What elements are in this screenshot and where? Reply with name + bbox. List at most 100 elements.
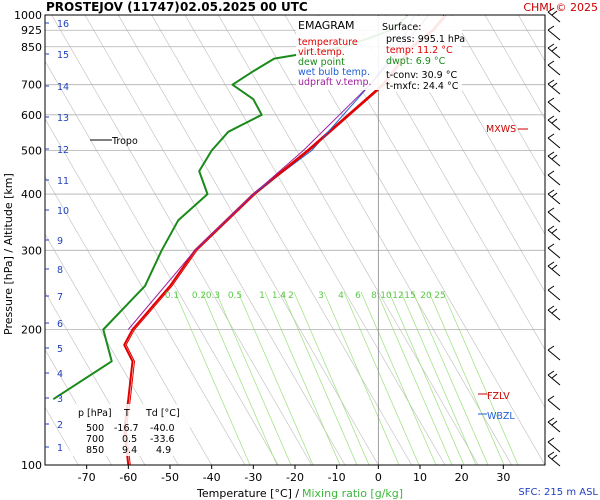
wind-barb-staff [547,155,561,167]
wind-barb-staff [547,421,561,433]
altitude-tick-label: 12 [57,145,69,156]
mixing-ratio-line [376,291,453,465]
wind-barb-flag [551,10,558,16]
wind-barb-flag [551,373,558,379]
legend-item-updraft: udpraft v.temp. [298,77,372,88]
wind-barb-staff [547,455,561,467]
altitude-tick-label: 10 [57,206,69,217]
altitude-tick-label: 11 [57,176,69,187]
mixing-ratio-label: 2 [288,291,294,301]
pressure-tick-label: 600 [21,109,42,122]
wind-barb-staff [547,211,561,223]
dry-adiabat-line [552,15,600,465]
station-title: PROSTEJOV (11747) [46,0,180,14]
altitude-tick-label: 8 [57,265,63,276]
mixing-ratio-line [442,291,519,465]
wind-barb-staff [547,137,561,149]
temperature-tick-label: 20 [455,471,469,484]
mixing-ratio-label: 12 [392,291,403,301]
wind-barb-flag [547,395,555,401]
dry-adiabat-line [484,15,545,120]
dry-adiabat-line [45,60,279,465]
wind-barb-flag [547,170,555,176]
legend-item-virt-temp: virt.temp. [298,47,345,58]
surface-dwpt: dwpt: 6.9 °C [386,56,446,67]
pressure-tick-label: 1000 [14,9,42,22]
credit-text: CHMI © 2025 [523,1,598,14]
wind-barb-flag [547,225,555,231]
mixing-ratio-line [264,291,341,465]
fzlv-label: FZLV [487,391,510,402]
surface-tconv: t-conv: 30.9 °C [386,70,457,81]
wind-barb-flag [547,60,555,66]
datetime-title: 02.05.2025 00 UTC [180,0,308,14]
altitude-tick-label: 3 [57,394,63,405]
altitude-tick-label: 6 [57,319,63,330]
mixing-ratio-line [400,291,477,465]
temperature-tick-label: -30 [244,471,262,484]
legend-item-temperature: temperature [298,37,358,48]
x-axis-title-mixing: Mixing ratio [g/kg] [302,487,403,500]
dry-adiabat-line [84,15,346,465]
mxws-label: MXWS [486,124,516,135]
wind-barb-staff [547,229,561,241]
surface-temp: temp: 11.2 °C [386,45,453,56]
mixing-ratio-line [412,291,489,465]
wind-barb-flag [547,7,555,13]
wind-barb-staff [547,64,561,76]
mixing-ratio-line [428,291,505,465]
wind-barb-staff [547,309,561,321]
mixing-ratio-label: 25 [434,291,445,301]
axis-tick-labels: 0.1 0.2 0.3 0.5 1 1.4 2 3 4 6 8 10 12 15 20 25100200300… [14,9,510,484]
temperature-tick-label: -20 [286,471,304,484]
dry-adiabat-line [45,118,246,465]
surface-box [380,16,462,92]
mixing-ratio-line [323,291,400,465]
wind-barb-flag [547,43,555,49]
pressure-tick-label: 400 [21,188,42,201]
table-header-td: Td [°C] [145,408,180,419]
wind-barb-flag [547,97,555,103]
dry-adiabat-line [45,291,146,465]
table-cell: -16.7 [114,423,139,434]
legend-box [296,16,380,90]
level-table-box [70,404,190,456]
temperature-tick-label: -10 [328,471,346,484]
table-cell: -40.0 [150,423,175,434]
altitude-tick-label: 4 [57,369,63,380]
wind-barb-flag [551,420,558,426]
wind-barb-flag [547,451,555,457]
wind-barb-flag [547,285,555,291]
mixing-ratio-line [237,291,314,465]
mixing-ratio-line [388,291,465,465]
mixing-ratio-label: 10 [380,291,392,301]
wind-barb-flag [547,370,555,376]
wind-barb-staff [547,47,561,59]
wind-barb-flag [547,189,555,195]
wind-barb-flag [547,437,555,443]
mixing-ratio-label: 3 [318,291,324,301]
table-header-p: p [hPa] [78,408,112,419]
surface-tmxfc: t-mxfc: 24.4 °C [386,81,459,92]
table-cell: 850 [86,445,104,456]
mixing-ratio-label: 0.1 [165,291,179,301]
table-cell: 500 [86,423,104,434]
tropopause-label: Tropo [111,136,138,147]
wind-barb-flag [551,454,558,460]
dry-adiabat-line [451,15,545,178]
temperature-tick-label: 10 [413,471,427,484]
temperature-tick-label: -60 [119,471,137,484]
wind-barb-flag [547,345,555,351]
mixing-ratio-label: 20 [420,291,432,301]
pressure-tick-label: 925 [21,24,42,37]
mixing-ratio-label: 0.2 [192,291,206,301]
dry-adiabat-line [184,15,446,465]
altitude-tick-label: 2 [57,420,63,431]
mixing-ratio-label: 0.3 [206,291,220,301]
table-cell: 9.4 [122,445,137,456]
altitude-tick-label: 16 [57,19,69,30]
wind-barb-flag [551,118,558,124]
wind-barbs [547,7,561,467]
series-dew-point-line [52,15,409,401]
